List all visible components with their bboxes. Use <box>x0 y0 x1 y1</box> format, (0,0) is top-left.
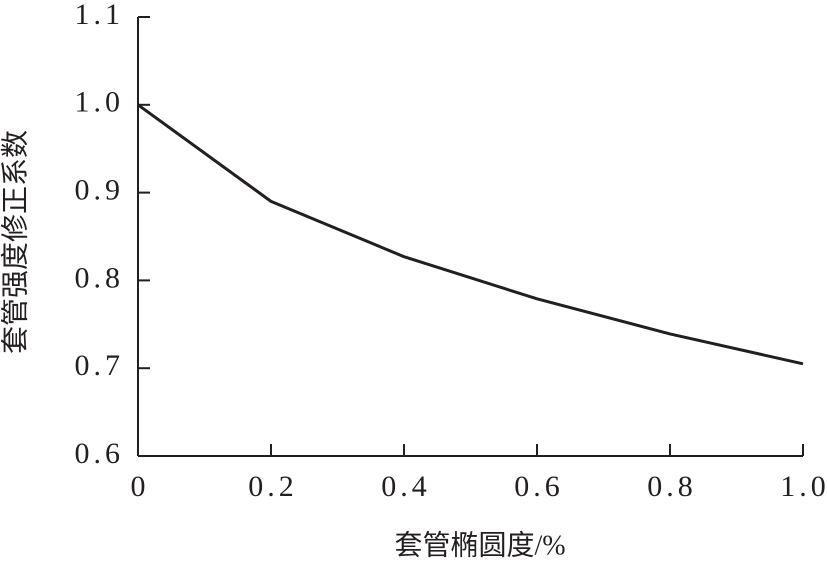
x-tick-label: 1.0 <box>780 470 827 503</box>
y-tick-label: 1.0 <box>75 86 125 119</box>
x-tick-label: 0.6 <box>514 470 564 503</box>
x-tick-label: 0.2 <box>248 470 298 503</box>
x-axis-title: 套管椭圆度/% <box>394 529 565 561</box>
y-tick-label: 0.8 <box>75 261 125 294</box>
y-tick-label: 1.1 <box>75 0 125 31</box>
y-tick-label: 0.6 <box>75 437 125 470</box>
x-tick-label: 0.4 <box>381 470 431 503</box>
y-axis-title: 套管强度修正系数 <box>0 130 31 354</box>
x-tick-label: 0.8 <box>647 470 697 503</box>
line <box>137 103 804 366</box>
y-tick-label: 0.9 <box>75 173 125 206</box>
y-tick-label: 0.7 <box>75 349 125 382</box>
x-tick-label: 0 <box>131 470 150 503</box>
